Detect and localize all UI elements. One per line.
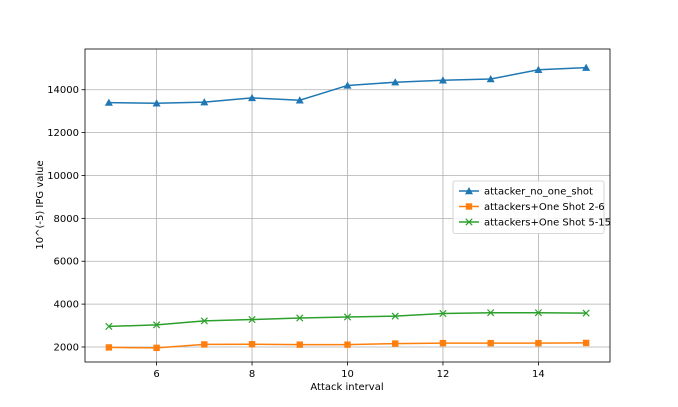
legend-label: attackers+One Shot 5-15	[484, 218, 611, 229]
data-point	[344, 341, 351, 348]
y-tick-label: 14000	[47, 85, 79, 96]
y-tick-label: 4000	[54, 300, 79, 311]
data-point	[534, 65, 543, 73]
data-point	[152, 99, 161, 107]
data-point	[295, 96, 304, 104]
legend-label: attackers+One Shot 2-6	[484, 202, 605, 213]
data-point	[296, 314, 304, 322]
y-tick-label: 10000	[47, 171, 79, 182]
data-point	[105, 322, 113, 331]
x-axis-label: Attack interval	[310, 382, 383, 393]
data-point	[104, 98, 113, 106]
legend-label: attacker_no_one_shot	[484, 187, 593, 198]
data-point	[534, 309, 543, 317]
data-point	[248, 93, 257, 102]
legend-entry: attackers+One Shot 5-15	[459, 218, 611, 229]
x-tick-label: 12	[437, 369, 450, 380]
x-tick-label: 10	[341, 369, 354, 380]
data-point	[343, 313, 352, 321]
x-tick-label: 14	[532, 369, 545, 380]
y-tick-label: 2000	[54, 342, 79, 353]
data-point	[391, 312, 399, 320]
y-axis-label: 10^(-5) IPG value	[35, 160, 46, 249]
data-point	[391, 78, 400, 86]
data-point	[487, 309, 495, 317]
data-point	[296, 341, 303, 348]
data-point	[201, 341, 208, 348]
data-point	[487, 339, 494, 347]
legend-marker	[465, 218, 473, 226]
series-group	[104, 63, 591, 352]
data-point	[582, 63, 591, 71]
legend-box	[452, 180, 605, 234]
legend-marker	[465, 203, 473, 210]
series-2	[105, 309, 590, 331]
data-point	[439, 339, 447, 347]
data-point	[343, 81, 352, 89]
legend-entry: attacker_no_one_shot	[459, 187, 593, 198]
data-point	[200, 317, 208, 325]
data-point	[248, 315, 256, 324]
series-1	[105, 339, 590, 352]
x-tick-label: 6	[153, 369, 159, 380]
y-tick-label: 12000	[47, 128, 79, 139]
legend-marker	[465, 187, 473, 195]
legend-entry: attackers+One Shot 2-6	[459, 202, 605, 213]
data-point	[486, 75, 495, 83]
data-point	[248, 341, 256, 348]
grid-lines	[85, 49, 610, 362]
data-point	[582, 339, 590, 347]
series-0	[104, 63, 591, 107]
axis-ticks: 6 8 10 12 14 2000 4000 6000 8000 10000 12000 14000	[47, 85, 545, 380]
data-point	[582, 309, 590, 317]
x-tick-label: 8	[249, 369, 255, 380]
data-point	[392, 340, 399, 347]
y-tick-label: 6000	[54, 257, 79, 268]
data-point	[439, 309, 447, 318]
y-tick-label: 8000	[54, 214, 79, 225]
data-point	[105, 344, 113, 351]
data-point	[200, 98, 209, 106]
data-point	[535, 339, 542, 347]
data-point	[153, 344, 160, 352]
legend: attacker_no_one_shot attackers+One Shot 2…	[452, 180, 611, 234]
data-point	[152, 321, 161, 329]
data-point	[438, 76, 447, 84]
